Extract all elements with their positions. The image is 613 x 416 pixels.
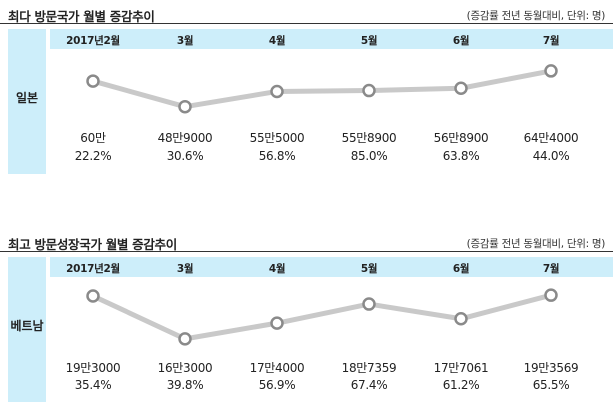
growth-label: 56.9% <box>258 378 296 392</box>
growth-label: 65.5% <box>532 378 570 392</box>
series-line <box>92 68 552 110</box>
data-point <box>86 74 100 88</box>
value-label: 56만8900 <box>433 131 489 145</box>
growth-label: 35.4% <box>74 378 112 392</box>
data-point <box>454 81 468 96</box>
value-label: 55만5000 <box>249 131 305 145</box>
value-label: 16만3000 <box>157 361 213 375</box>
value-label: 64만4000 <box>523 131 579 145</box>
month-label: 3월 <box>176 35 194 47</box>
growth-label: 39.8% <box>166 378 204 392</box>
data-point <box>362 297 376 311</box>
series-label: 일본 <box>15 91 39 105</box>
value-label: 48만9000 <box>157 131 213 145</box>
title-rule <box>0 251 613 252</box>
growth-label: 30.6% <box>166 149 204 163</box>
value-label: 60만 <box>80 131 106 145</box>
line-plot <box>86 288 558 346</box>
data-point <box>362 83 376 98</box>
chart-unit-note: (증감률 전년 동월대비, 단위: 명) <box>466 10 606 22</box>
growth-label: 85.0% <box>350 149 388 163</box>
data-point <box>270 84 284 99</box>
data-point <box>544 64 558 78</box>
month-label: 3월 <box>176 263 194 275</box>
series-side-band <box>8 257 46 402</box>
value-label: 19만3569 <box>523 361 579 375</box>
growth-label: 61.2% <box>442 378 480 392</box>
month-label: 2017년2월 <box>66 263 120 275</box>
value-label: 17만7061 <box>433 361 489 375</box>
growth-label: 56.8% <box>258 149 296 163</box>
series-line <box>91 292 552 342</box>
data-point <box>270 316 284 330</box>
month-label: 5월 <box>360 263 378 275</box>
chart-title: 최다 방문국가 월별 증감추이 <box>8 9 155 24</box>
value-label: 55만8900 <box>341 131 397 145</box>
data-point <box>86 289 100 303</box>
chart-unit-note: (증감률 전년 동월대비, 단위: 명) <box>466 238 606 250</box>
chart-title: 최고 방문성장국가 월별 증감추이 <box>8 237 177 252</box>
month-header-band <box>50 257 613 277</box>
month-label: 4월 <box>268 35 286 47</box>
data-point <box>178 332 192 346</box>
month-label: 6월 <box>452 35 470 47</box>
value-label: 18만7359 <box>341 361 397 375</box>
growth-label: 67.4% <box>350 378 388 392</box>
growth-label: 44.0% <box>532 149 570 163</box>
month-label: 6월 <box>452 263 470 275</box>
chart-panel-japan: 최다 방문국가 월별 증감추이 (증감률 전년 동월대비, 단위: 명) 일본 … <box>0 6 613 186</box>
month-label: 4월 <box>268 263 286 275</box>
data-point <box>544 288 558 302</box>
chart-panel-vietnam: 최고 방문성장국가 월별 증감추이 (증감률 전년 동월대비, 단위: 명) 베… <box>0 234 613 414</box>
line-plot <box>86 64 558 114</box>
growth-label: 63.8% <box>442 149 480 163</box>
month-label: 5월 <box>360 35 378 47</box>
month-header-band <box>50 29 613 49</box>
value-label: 19만3000 <box>65 361 121 375</box>
month-label: 2017년2월 <box>66 35 120 47</box>
growth-label: 22.2% <box>74 149 112 163</box>
month-label: 7월 <box>542 35 560 47</box>
series-side-band <box>8 29 46 174</box>
data-point <box>454 312 468 326</box>
month-label: 7월 <box>542 263 560 275</box>
title-rule <box>0 23 613 24</box>
series-label: 베트남 <box>10 319 44 333</box>
data-point <box>178 99 192 114</box>
value-label: 17만4000 <box>249 361 305 375</box>
